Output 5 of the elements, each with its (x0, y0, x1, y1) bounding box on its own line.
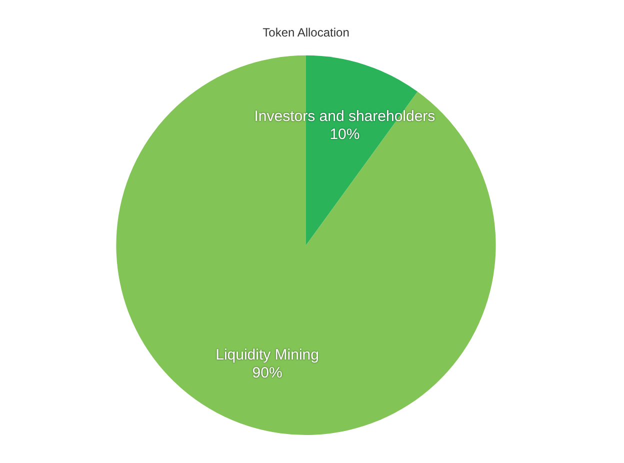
slice-label: Liquidity Mining (216, 346, 319, 364)
slice-label: Investors and shareholders (254, 108, 436, 126)
data-label: 90% (252, 364, 282, 382)
data-label: 10% (330, 126, 360, 144)
chart-title: Token Allocation (262, 26, 350, 40)
